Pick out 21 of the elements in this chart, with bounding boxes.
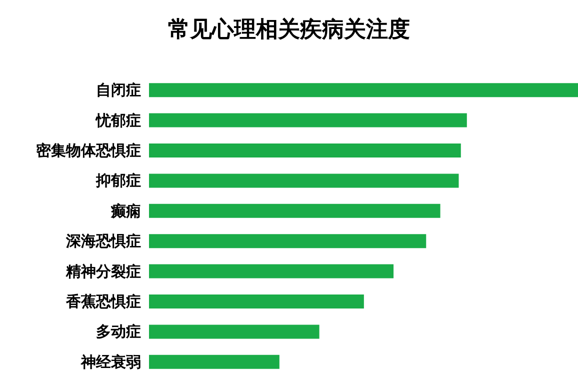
y-tick-label: 抑郁症 <box>95 172 141 190</box>
bar <box>149 294 364 308</box>
bar <box>149 234 426 248</box>
y-tick-label: 忧郁症 <box>95 111 141 130</box>
bar <box>149 174 459 188</box>
chart-title: 常见心理相关疾病关注度 <box>168 16 410 42</box>
bar <box>149 354 280 369</box>
y-tick-label: 自闭症 <box>96 81 141 100</box>
y-tick-label: 多动症 <box>96 322 141 341</box>
y-tick-label: 精神分裂症 <box>65 262 141 280</box>
y-tick-label: 癫痫 <box>110 202 141 220</box>
bar <box>149 144 461 158</box>
bar <box>149 204 440 218</box>
bar <box>149 324 320 339</box>
y-tick-label: 香蕉恐惧症 <box>65 292 141 310</box>
y-tick-label: 神经衰弱 <box>80 352 141 371</box>
y-tick-label: 密集物体恐惧症 <box>36 142 141 160</box>
bar <box>149 264 394 278</box>
y-tick-label: 深海恐惧症 <box>65 232 141 250</box>
bar <box>149 83 578 98</box>
bar <box>149 113 467 128</box>
